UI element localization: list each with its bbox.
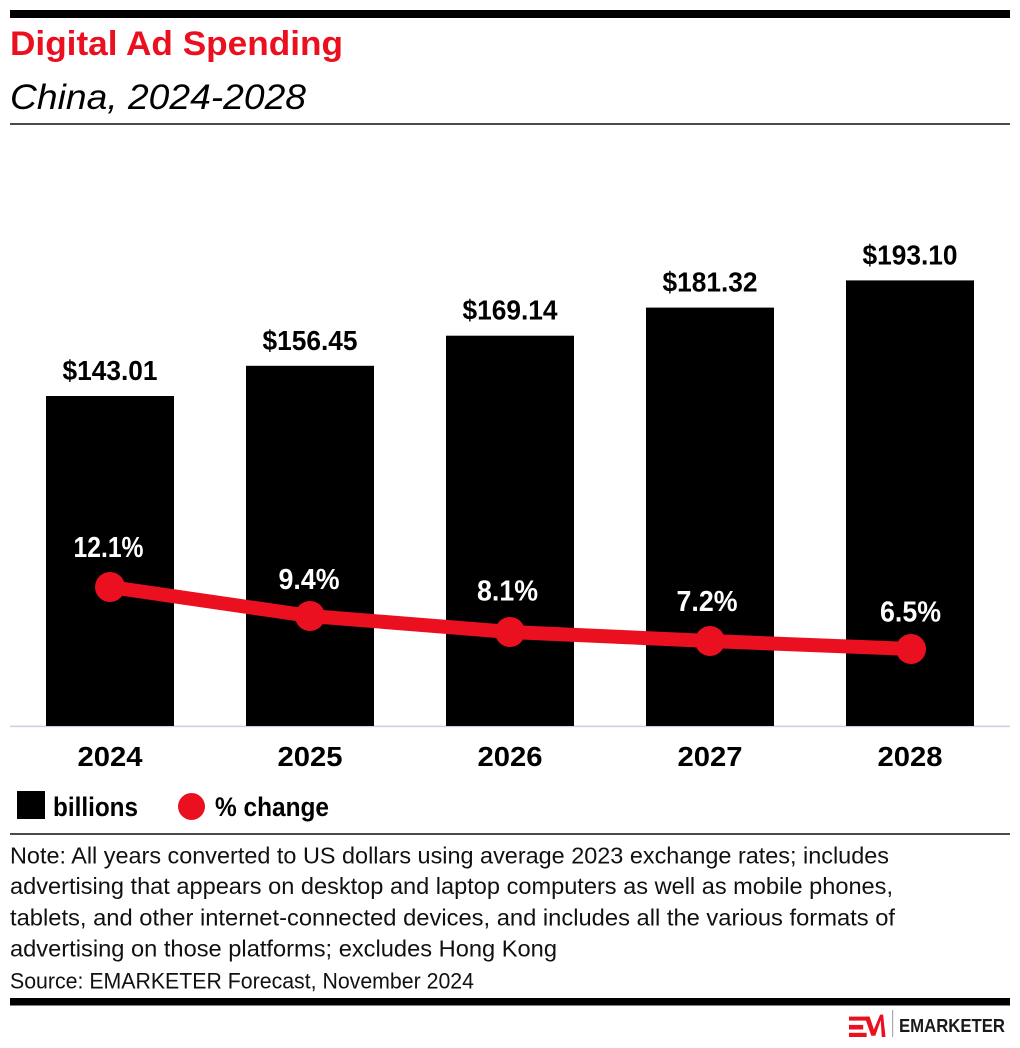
svg-text:China, 2024-2028: China, 2024-2028 (10, 78, 307, 117)
svg-text:$156.45: $156.45 (263, 325, 358, 356)
svg-text:% change: % change (215, 792, 329, 822)
svg-text:advertising that appears on de: advertising that appears on desktop and … (10, 873, 893, 899)
svg-text:8.1%: 8.1% (477, 576, 538, 608)
svg-text:advertising on those platforms: advertising on those platforms; excludes… (10, 935, 557, 961)
svg-text:$169.14: $169.14 (463, 295, 558, 326)
svg-text:2026: 2026 (478, 741, 543, 772)
svg-text:billions: billions (53, 792, 138, 822)
svg-text:2025: 2025 (278, 741, 343, 772)
svg-text:$143.01: $143.01 (63, 355, 158, 386)
svg-text:$181.32: $181.32 (663, 267, 758, 298)
svg-text:2024: 2024 (78, 741, 143, 772)
svg-text:Source: EMARKETER Forecast, No: Source: EMARKETER Forecast, November 202… (10, 969, 474, 994)
svg-text:tablets, and other internet-co: tablets, and other internet-connected de… (10, 904, 895, 930)
svg-text:Note: All years converted to U: Note: All years converted to US dollars … (10, 843, 889, 869)
svg-text:12.1%: 12.1% (74, 532, 144, 564)
svg-text:9.4%: 9.4% (279, 564, 340, 596)
svg-text:2027: 2027 (678, 741, 743, 772)
svg-text:Digital Ad Spending: Digital Ad Spending (10, 25, 343, 63)
svg-text:6.5%: 6.5% (880, 597, 941, 629)
svg-text:EMARKETER: EMARKETER (899, 1015, 1005, 1036)
svg-text:7.2%: 7.2% (677, 586, 738, 618)
svg-text:2028: 2028 (878, 741, 943, 772)
svg-text:$193.10: $193.10 (863, 239, 958, 270)
